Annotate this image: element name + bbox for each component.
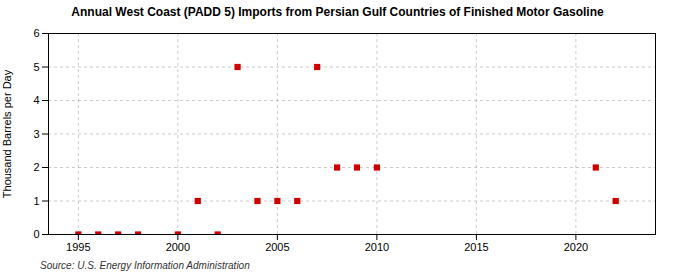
svg-text:2020: 2020 xyxy=(564,241,588,253)
html-text:Annual West Coast (PADD 5) Imp: Annual West Coast (PADD 5) Imports from … xyxy=(71,5,604,19)
svg-text:3: 3 xyxy=(33,128,39,140)
html-text:Source: U.S. Energy Informatio: Source: U.S. Energy Information Administ… xyxy=(40,260,250,271)
svg-text:1: 1 xyxy=(33,195,39,207)
svg-text:2000: 2000 xyxy=(166,241,190,253)
svg-text:6: 6 xyxy=(33,27,39,39)
svg-text:2010: 2010 xyxy=(365,241,389,253)
svg-text:2015: 2015 xyxy=(464,241,488,253)
svg-text:2005: 2005 xyxy=(265,241,289,253)
svg-text:4: 4 xyxy=(33,94,39,106)
svg-text:1995: 1995 xyxy=(66,241,90,253)
svg-text:0: 0 xyxy=(33,228,39,240)
svg-text:2: 2 xyxy=(33,161,39,173)
svg-text:5: 5 xyxy=(33,61,39,73)
svg-text:Thousand Barrels per Day: Thousand Barrels per Day xyxy=(1,69,13,198)
